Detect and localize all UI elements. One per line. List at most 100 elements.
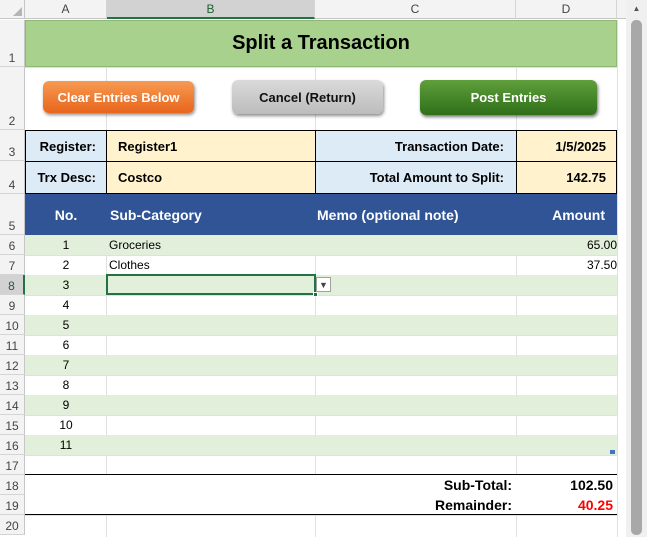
total-amount-field[interactable]: 142.75 [516, 161, 617, 194]
table-row-band [25, 315, 617, 335]
row-number: 4 [62, 298, 70, 312]
table-row-band [25, 395, 617, 415]
remainder-label: Remainder: [434, 497, 512, 513]
column-header-a[interactable]: A [25, 0, 107, 19]
row-header-14[interactable]: 14 [0, 395, 25, 415]
memo-cell[interactable] [315, 395, 519, 415]
amount-cell[interactable] [516, 315, 627, 335]
scroll-up-icon[interactable]: ▲ [632, 4, 641, 13]
row-header-6[interactable]: 6 [0, 235, 25, 255]
row-number: 11 [59, 438, 73, 452]
column-header-c[interactable]: C [315, 0, 516, 19]
subcategory-cell[interactable] [106, 375, 318, 395]
row-header-19[interactable]: 19 [0, 495, 25, 515]
subcategory-cell[interactable] [106, 435, 318, 455]
cancel-return-button[interactable]: Cancel (Return) [232, 80, 383, 114]
subcategory-cell[interactable] [106, 295, 318, 315]
subcategory-cell[interactable] [106, 315, 318, 335]
memo-cell[interactable] [315, 235, 519, 255]
row-header-15[interactable]: 15 [0, 415, 25, 435]
amount-cell[interactable] [516, 355, 627, 375]
transaction-date-field[interactable]: 1/5/2025 [516, 130, 617, 162]
page-title: Split a Transaction [25, 20, 617, 67]
trx-desc-field[interactable]: Costco [106, 161, 316, 194]
amount-cell[interactable] [516, 375, 627, 395]
memo-cell[interactable] [315, 335, 519, 355]
row-number: 7 [62, 358, 70, 372]
amount-cell[interactable] [516, 395, 627, 415]
row-header-11[interactable]: 11 [0, 335, 25, 355]
row-header-20[interactable]: 20 [0, 515, 25, 535]
select-all-corner[interactable] [0, 0, 25, 19]
row-header-1[interactable]: 1 [0, 20, 25, 67]
row-number: 1 [62, 238, 70, 252]
row-header-17[interactable]: 17 [0, 455, 25, 475]
row-header-8[interactable]: 8 [0, 275, 25, 295]
row-number: 5 [62, 318, 70, 332]
row-header-10[interactable]: 10 [0, 315, 25, 335]
subcategory-cell[interactable] [106, 355, 318, 375]
subcategory-cell[interactable] [106, 335, 318, 355]
row-number: 6 [62, 338, 70, 352]
fill-handle[interactable] [313, 292, 318, 297]
table-resize-handle[interactable] [610, 450, 615, 454]
row-header-4[interactable]: 4 [0, 161, 25, 194]
dropdown-arrow-icon[interactable]: ▼ [316, 277, 331, 292]
register-label: Register: [25, 130, 107, 162]
memo-cell[interactable] [315, 275, 519, 295]
row-header-7[interactable]: 7 [0, 255, 25, 275]
memo-cell[interactable] [315, 415, 519, 435]
total-amount-label: Total Amount to Split: [315, 161, 517, 194]
row-number: 9 [62, 398, 70, 412]
row-header-12[interactable]: 12 [0, 355, 25, 375]
row-header-18[interactable]: 18 [0, 475, 25, 495]
row-header-2[interactable]: 2 [0, 67, 25, 130]
header-no: No. [54, 206, 78, 223]
row-header-5[interactable]: 5 [0, 194, 25, 235]
memo-cell[interactable] [315, 315, 519, 335]
row-number: 8 [62, 378, 70, 392]
table-row-band [25, 435, 617, 455]
header-memo: Memo (optional note) [317, 206, 459, 223]
memo-cell[interactable] [315, 355, 519, 375]
row-number: 3 [62, 278, 70, 292]
header-subcategory: Sub-Category [110, 206, 202, 223]
totals-area [25, 474, 617, 515]
amount-cell[interactable] [516, 295, 627, 315]
subcategory-cell[interactable] [106, 415, 318, 435]
row-header-13[interactable]: 13 [0, 375, 25, 395]
row-number: 10 [59, 418, 73, 432]
column-header-d[interactable]: D [516, 0, 617, 19]
trx-desc-label: Trx Desc: [25, 161, 107, 194]
column-header-e[interactable] [617, 0, 626, 19]
amount-cell[interactable] [516, 335, 627, 355]
amount-cell[interactable]: 65.00 [586, 238, 617, 252]
header-amount: Amount [552, 206, 605, 223]
scrollbar-thumb[interactable] [631, 20, 642, 535]
subcategory-cell[interactable]: Clothes [109, 258, 150, 272]
column-header-b[interactable]: B [107, 0, 315, 19]
memo-cell[interactable] [315, 375, 519, 395]
table-row-band [25, 355, 617, 375]
memo-cell[interactable] [315, 255, 519, 275]
clear-entries-button[interactable]: Clear Entries Below [43, 81, 194, 113]
amount-cell[interactable]: 37.50 [586, 258, 617, 272]
row-header-3[interactable]: 3 [0, 130, 25, 161]
post-entries-button[interactable]: Post Entries [420, 80, 597, 115]
register-field[interactable]: Register1 [106, 130, 316, 162]
subcategory-cell[interactable]: Groceries [109, 238, 162, 252]
row-header-9[interactable]: 9 [0, 295, 25, 315]
memo-cell[interactable] [315, 435, 519, 455]
amount-cell[interactable] [516, 415, 627, 435]
row-header-16[interactable]: 16 [0, 435, 25, 455]
remainder-value: 40.25 [577, 497, 613, 513]
table-header [25, 194, 617, 235]
active-cell[interactable] [106, 274, 316, 295]
subtotal-label: Sub-Total: [443, 477, 512, 493]
row-number: 2 [62, 258, 70, 272]
subcategory-cell[interactable] [106, 395, 318, 415]
memo-cell[interactable] [315, 295, 519, 315]
transaction-date-label: Transaction Date: [315, 130, 517, 162]
table-row-band [25, 235, 617, 255]
amount-cell[interactable] [516, 275, 627, 295]
